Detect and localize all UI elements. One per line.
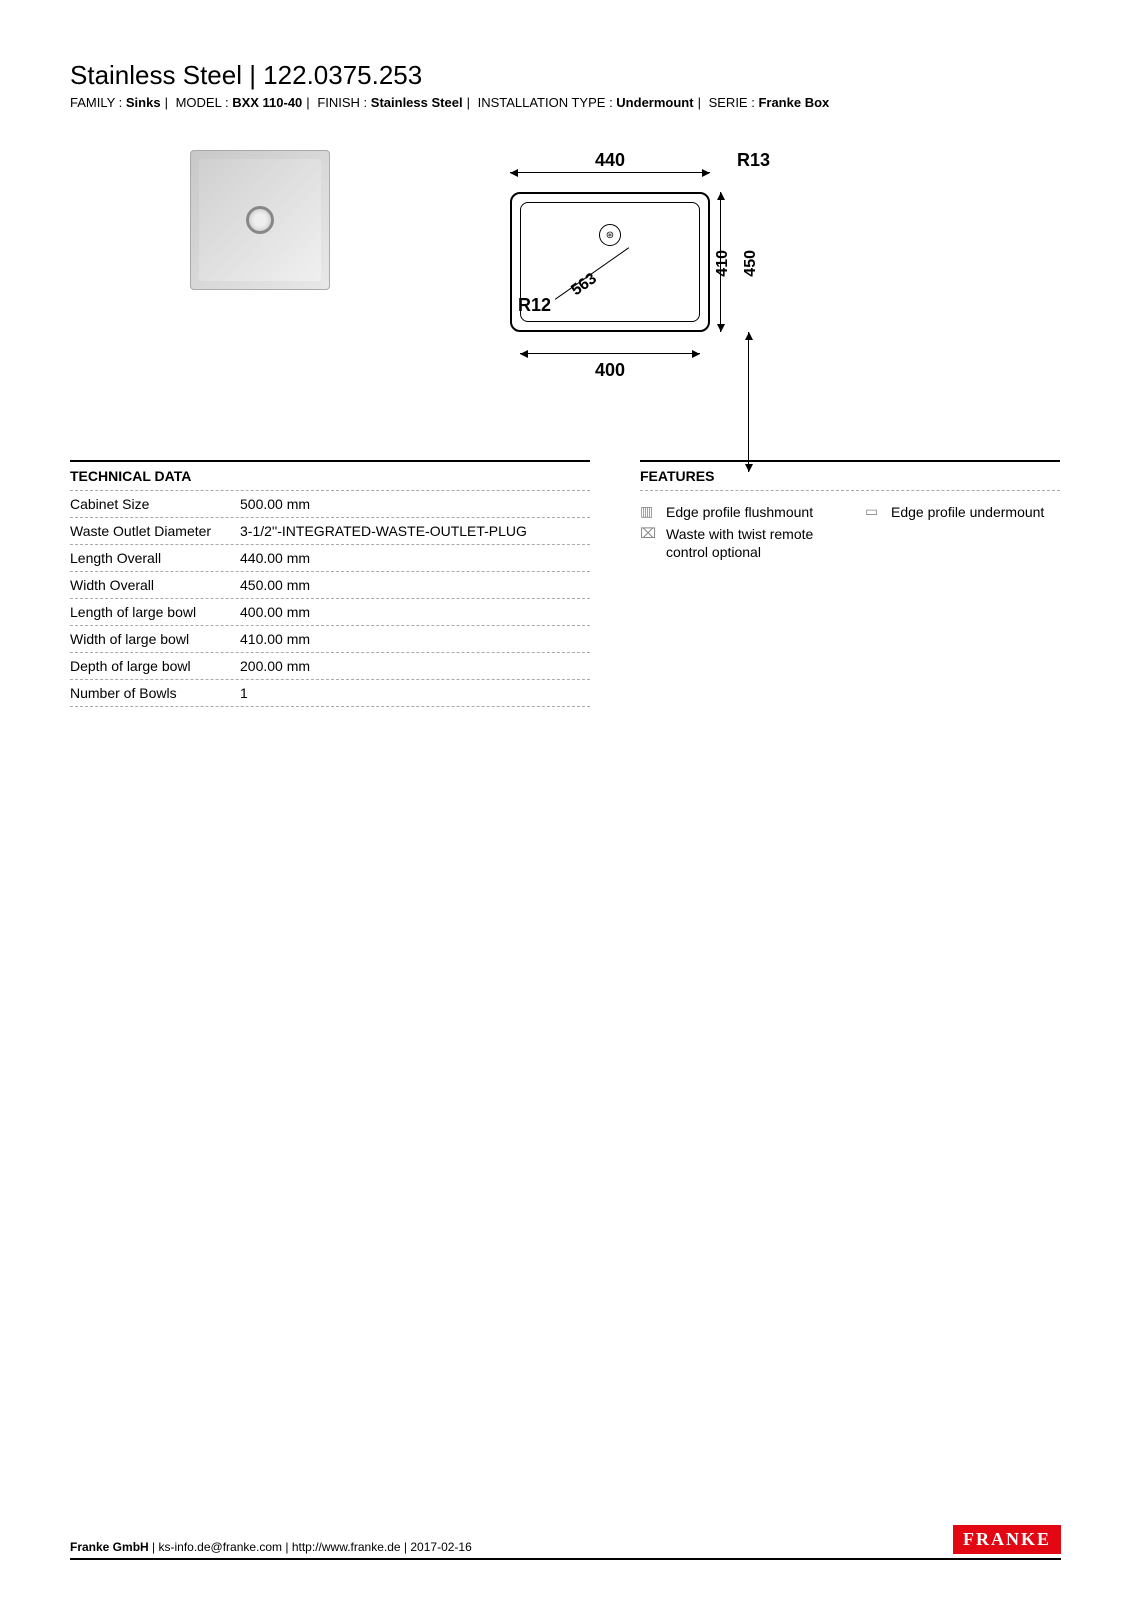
dim-right-inner: 410	[714, 250, 732, 277]
technical-data-column: TECHNICAL DATA Cabinet Size500.00 mm Was…	[70, 460, 590, 707]
feature-item: ▥ Edge profile flushmount	[640, 503, 835, 521]
meta-label: FAMILY	[70, 95, 115, 110]
meta-label: FINISH	[317, 95, 360, 110]
features-right: ▭ Edge profile undermount	[865, 503, 1060, 562]
meta-value: Sinks	[126, 95, 161, 110]
spec-label: Length of large bowl	[70, 604, 240, 620]
spec-value: 200.00 mm	[240, 658, 310, 674]
dim-top: 440	[510, 150, 710, 171]
images-row: 440 R13 ⊛ 563 R12 400 410 450	[70, 150, 1061, 400]
spec-row: Depth of large bowl200.00 mm	[70, 653, 590, 680]
spec-label: Width Overall	[70, 577, 240, 593]
spec-label: Width of large bowl	[70, 631, 240, 647]
footer-date: 2017-02-16	[410, 1540, 471, 1554]
feature-icon: ▥	[640, 503, 658, 520]
feature-text: Waste with twist remote control optional	[666, 525, 835, 561]
features-grid: ▥ Edge profile flushmount ⌧ Waste with t…	[640, 491, 1060, 562]
dim-line	[510, 172, 710, 173]
section-heading: TECHNICAL DATA	[70, 460, 590, 491]
spec-value: 450.00 mm	[240, 577, 310, 593]
dim-line	[748, 332, 1028, 472]
drain-icon	[246, 206, 274, 234]
meta-label: INSTALLATION TYPE	[478, 95, 606, 110]
drain-drawing-icon: ⊛	[599, 224, 621, 246]
spec-label: Cabinet Size	[70, 496, 240, 512]
dim-line	[720, 192, 1000, 332]
meta-value: BXX 110-40	[232, 95, 302, 110]
feature-text: Edge profile flushmount	[666, 503, 813, 521]
spec-row: Length of large bowl400.00 mm	[70, 599, 590, 626]
content-row: TECHNICAL DATA Cabinet Size500.00 mm Was…	[70, 460, 1061, 707]
spec-label: Length Overall	[70, 550, 240, 566]
meta-value: Franke Box	[758, 95, 829, 110]
meta-label: SERIE	[709, 95, 748, 110]
spec-row: Length Overall440.00 mm	[70, 545, 590, 572]
spec-label: Waste Outlet Diameter	[70, 523, 240, 539]
spec-value: 1	[240, 685, 248, 701]
feature-icon: ▭	[865, 503, 883, 520]
feature-icon: ⌧	[640, 525, 658, 542]
footer-text: Franke GmbH | ks-info.de@franke.com | ht…	[70, 1540, 472, 1554]
footer-email: ks-info.de@franke.com	[158, 1540, 282, 1554]
feature-item: ▭ Edge profile undermount	[865, 503, 1060, 521]
spec-row: Waste Outlet Diameter3-1/2''-INTEGRATED-…	[70, 518, 590, 545]
spec-value: 410.00 mm	[240, 631, 310, 647]
spec-row: Width of large bowl410.00 mm	[70, 626, 590, 653]
footer: Franke GmbH | ks-info.de@franke.com | ht…	[70, 1525, 1061, 1560]
meta-value: Stainless Steel	[371, 95, 463, 110]
radius-label: R13	[737, 150, 770, 171]
footer-url: http://www.franke.de	[292, 1540, 401, 1554]
dim-right-outer: 450	[742, 250, 760, 277]
feature-text: Edge profile undermount	[891, 503, 1044, 521]
dim-bottom: 400	[520, 360, 700, 381]
spec-value: 440.00 mm	[240, 550, 310, 566]
spec-label: Number of Bowls	[70, 685, 240, 701]
radius-label: R12	[518, 295, 551, 316]
spec-value: 500.00 mm	[240, 496, 310, 512]
meta-label: MODEL	[176, 95, 222, 110]
spec-row: Number of Bowls1	[70, 680, 590, 707]
technical-drawing: 440 R13 ⊛ 563 R12 400 410 450	[490, 150, 770, 400]
features-left: ▥ Edge profile flushmount ⌧ Waste with t…	[640, 503, 835, 562]
meta-value: Undermount	[616, 95, 693, 110]
spec-row: Cabinet Size500.00 mm	[70, 491, 590, 518]
spec-row: Width Overall450.00 mm	[70, 572, 590, 599]
brand-logo: FRANKE	[953, 1525, 1061, 1554]
meta-line: FAMILY : Sinks| MODEL : BXX 110-40| FINI…	[70, 95, 1061, 110]
feature-item: ⌧ Waste with twist remote control option…	[640, 525, 835, 561]
spec-value: 400.00 mm	[240, 604, 310, 620]
product-photo	[190, 150, 330, 290]
spec-value: 3-1/2''-INTEGRATED-WASTE-OUTLET-PLUG	[240, 523, 527, 539]
features-column: FEATURES ▥ Edge profile flushmount ⌧ Was…	[640, 460, 1060, 707]
page-title: Stainless Steel | 122.0375.253	[70, 60, 1061, 91]
footer-company: Franke GmbH	[70, 1540, 149, 1554]
dim-line	[520, 353, 700, 354]
spec-label: Depth of large bowl	[70, 658, 240, 674]
